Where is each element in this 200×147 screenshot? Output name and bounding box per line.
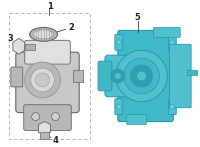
Polygon shape [13, 38, 25, 54]
Circle shape [36, 73, 49, 87]
Circle shape [170, 104, 175, 109]
Ellipse shape [30, 27, 57, 41]
FancyBboxPatch shape [115, 34, 123, 50]
Text: 3: 3 [7, 34, 13, 43]
FancyBboxPatch shape [115, 99, 123, 115]
Text: 5: 5 [135, 13, 141, 22]
Polygon shape [39, 122, 50, 135]
FancyBboxPatch shape [105, 55, 131, 97]
FancyBboxPatch shape [118, 30, 173, 122]
FancyBboxPatch shape [25, 40, 70, 64]
FancyBboxPatch shape [168, 34, 176, 50]
Circle shape [131, 65, 152, 87]
FancyBboxPatch shape [127, 115, 147, 125]
Circle shape [170, 40, 175, 45]
Bar [187, 70, 197, 75]
Circle shape [116, 50, 167, 102]
FancyBboxPatch shape [11, 67, 23, 87]
FancyBboxPatch shape [40, 132, 49, 139]
Ellipse shape [34, 30, 53, 39]
Circle shape [25, 62, 60, 98]
FancyBboxPatch shape [24, 105, 71, 130]
FancyBboxPatch shape [153, 27, 180, 37]
Circle shape [111, 69, 125, 83]
Circle shape [116, 40, 121, 45]
Circle shape [137, 71, 147, 81]
FancyBboxPatch shape [168, 99, 176, 115]
Bar [25, 44, 35, 50]
Text: 4: 4 [52, 136, 58, 145]
Bar [9, 13, 90, 139]
Circle shape [114, 72, 121, 79]
Circle shape [32, 113, 40, 121]
Text: 1: 1 [47, 2, 52, 11]
FancyBboxPatch shape [73, 70, 83, 82]
Circle shape [51, 113, 59, 121]
Text: 2: 2 [68, 23, 74, 32]
Circle shape [124, 58, 159, 94]
FancyBboxPatch shape [98, 61, 112, 91]
Circle shape [116, 104, 121, 109]
FancyBboxPatch shape [16, 52, 79, 113]
Circle shape [31, 68, 54, 92]
FancyBboxPatch shape [169, 44, 191, 108]
